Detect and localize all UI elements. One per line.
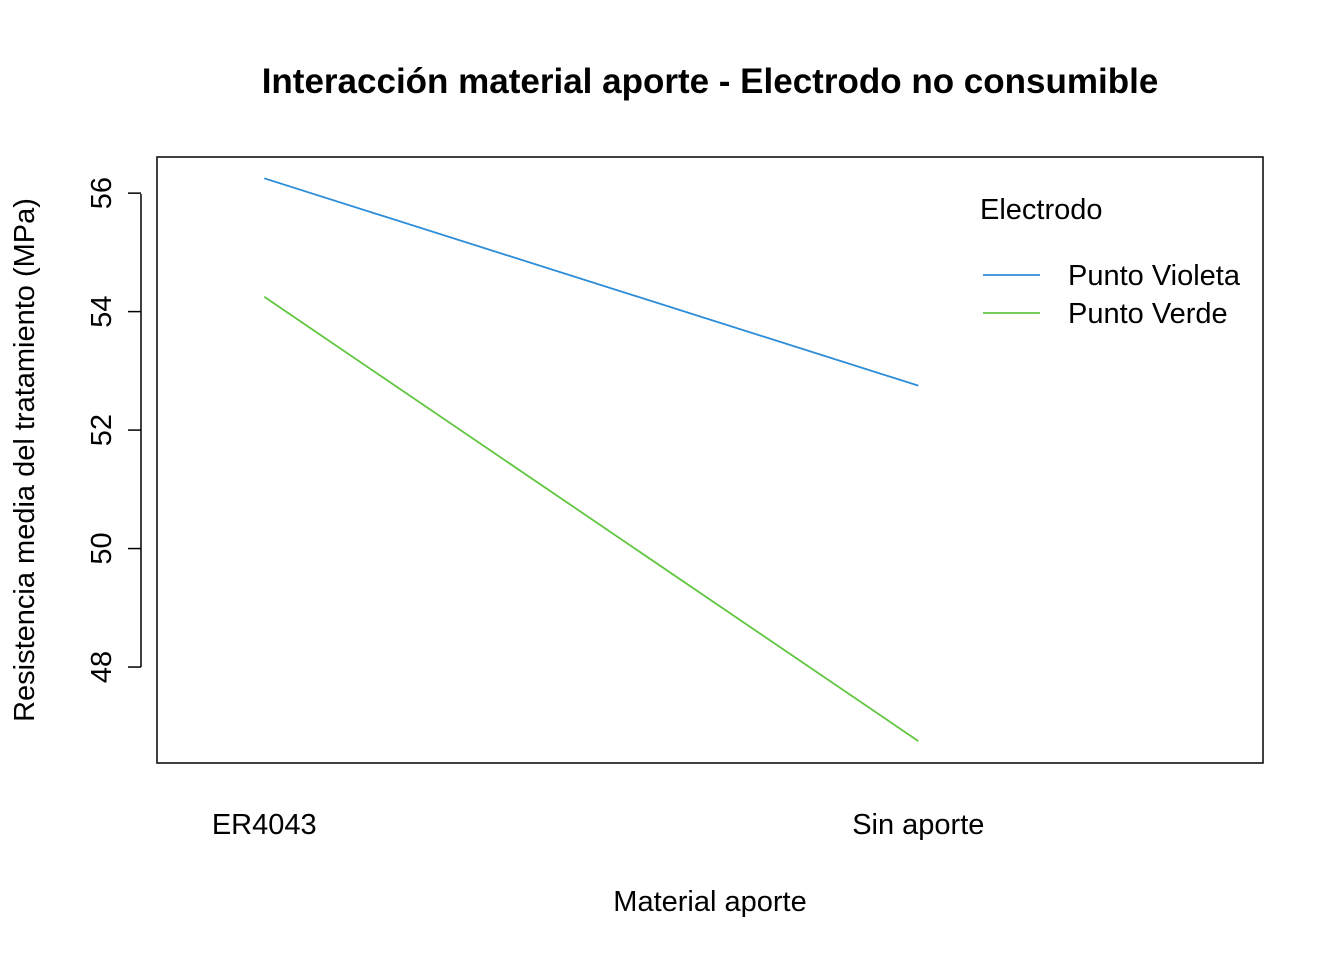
plot-frame	[156, 156, 1264, 764]
legend: Electrodo Punto Violeta Punto Verde	[980, 194, 1241, 330]
x-tick-label: Sin aporte	[852, 809, 984, 841]
legend-entry-label: Punto Violeta	[1068, 260, 1241, 292]
series-lines	[263, 177, 919, 742]
series-line	[263, 296, 919, 742]
y-tick-label: 52	[86, 414, 118, 446]
chart-title: Interacción material aporte - Electrodo …	[262, 62, 1159, 101]
x-tick-labels: ER4043 Sin aporte	[212, 809, 985, 841]
y-tick-label: 50	[86, 532, 118, 564]
y-axis: 48 50 52 54 56	[86, 177, 142, 683]
legend-entry-label: Punto Verde	[1068, 298, 1228, 330]
y-tick-label: 48	[86, 651, 118, 683]
y-axis-label: Resistencia media del tratamiento (MPa)	[9, 198, 41, 722]
series-line	[263, 177, 919, 387]
y-tick-label: 56	[86, 177, 118, 209]
x-axis-label: Material aporte	[613, 886, 806, 918]
legend-title: Electrodo	[980, 194, 1103, 226]
x-tick-label: ER4043	[212, 809, 317, 841]
y-tick-label: 54	[86, 295, 118, 327]
